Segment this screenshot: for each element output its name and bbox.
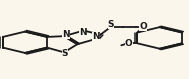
Text: N: N: [92, 32, 100, 41]
Text: S: S: [62, 49, 68, 58]
Text: N: N: [62, 30, 70, 39]
Text: S: S: [108, 20, 114, 29]
Text: O: O: [125, 39, 133, 48]
Text: N: N: [79, 28, 86, 37]
Text: O: O: [139, 22, 147, 31]
